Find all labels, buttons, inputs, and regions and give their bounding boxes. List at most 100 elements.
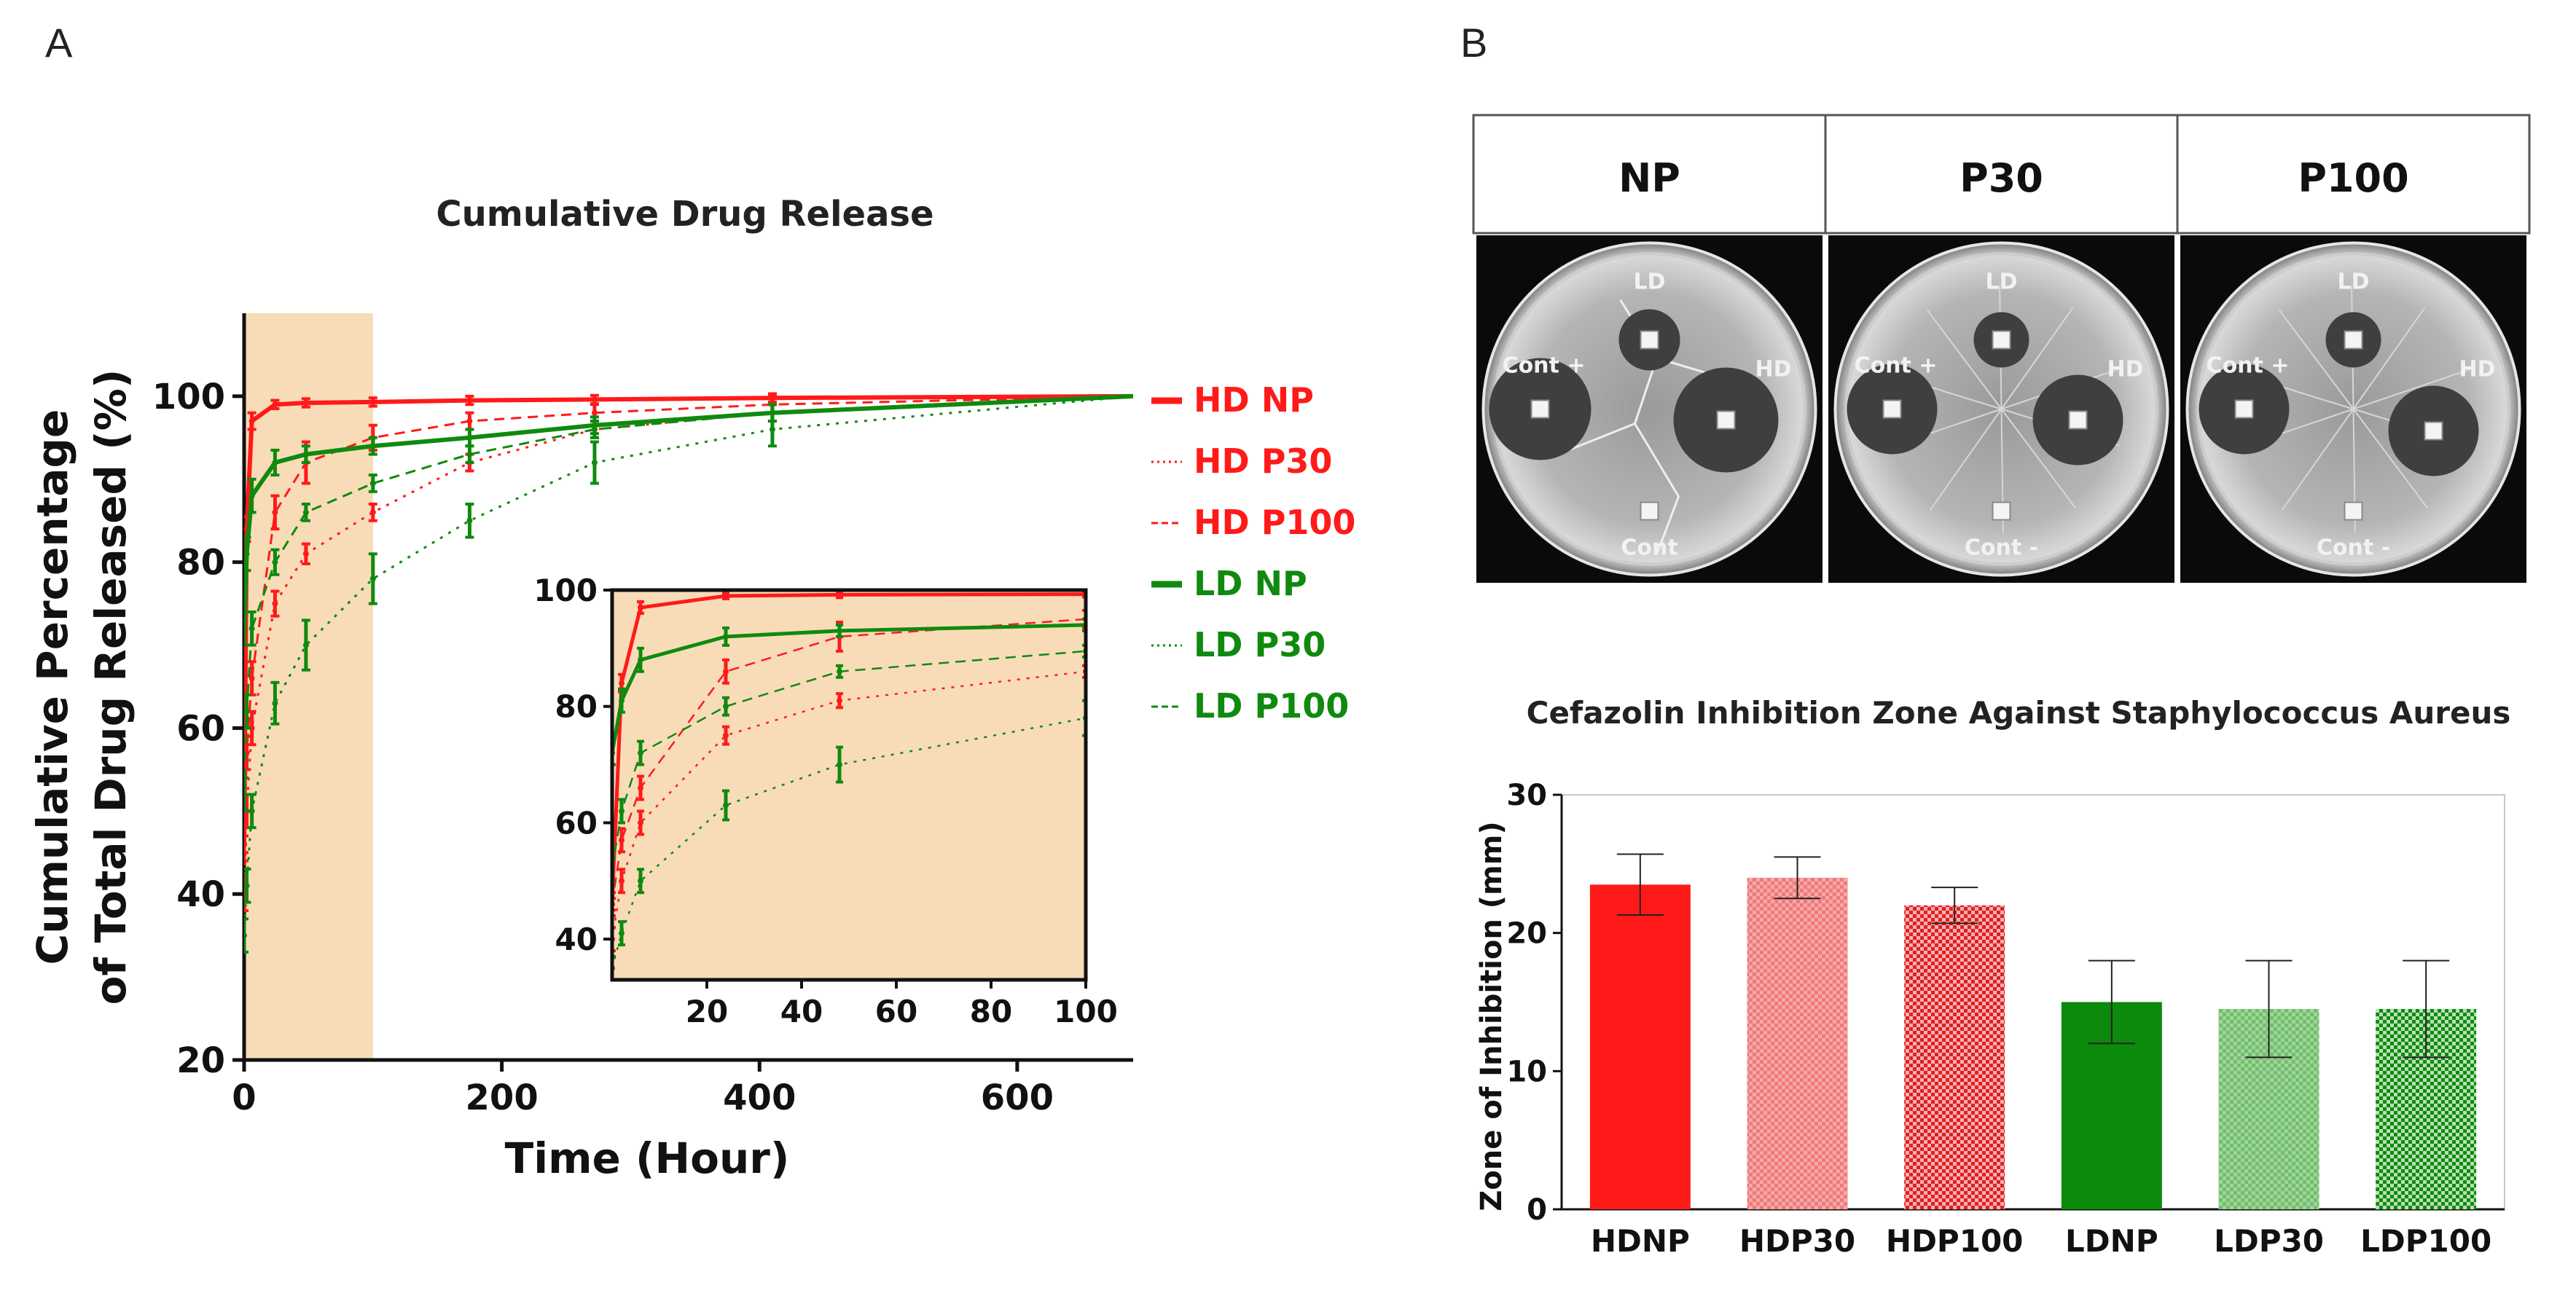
series-line-ld-p100 — [244, 395, 1133, 795]
data-point — [837, 668, 842, 675]
legend-label: LD P30 — [1194, 625, 1326, 664]
bar-hdnp — [1589, 884, 1691, 1209]
series-line-hd-np — [612, 592, 1086, 905]
data-point — [244, 882, 250, 889]
agar-streak — [2000, 307, 2074, 410]
data-point — [466, 451, 473, 457]
agar-streak — [1929, 408, 2003, 511]
plate-label-pos: Cont + — [1855, 353, 1938, 379]
data-point — [723, 703, 729, 710]
data-point — [248, 418, 255, 425]
bar-category-label: HDP100 — [1886, 1223, 2023, 1259]
inhibition-bar-chart: Cefazolin Inhibition Zone Against Staphy… — [1475, 695, 2510, 1259]
disc — [2234, 399, 2254, 419]
line-y-tick-label: 20 — [176, 1040, 225, 1081]
data-point — [638, 878, 643, 884]
data-point — [723, 592, 729, 599]
bar-category-label: LDP30 — [2214, 1223, 2324, 1259]
data-point — [723, 802, 729, 809]
data-point — [591, 460, 598, 466]
inset-x-tick-label: 100 — [1054, 994, 1118, 1029]
data-point — [369, 480, 376, 487]
data-point — [244, 625, 247, 632]
legend-label: LD P100 — [1194, 686, 1349, 726]
data-point — [302, 551, 309, 557]
line-y-tick-label: 100 — [152, 377, 225, 417]
data-point — [619, 680, 625, 686]
data-point — [837, 697, 842, 704]
data-point — [272, 460, 278, 466]
panel-b-letter: B — [1460, 20, 1487, 66]
data-point — [466, 397, 473, 404]
data-point — [272, 401, 278, 408]
data-point — [244, 791, 247, 798]
plate-header-label: P100 — [2298, 155, 2408, 201]
inset-y-tick-label: 100 — [533, 573, 598, 608]
data-point — [272, 509, 278, 516]
data-point — [248, 675, 255, 682]
agar-streak — [2278, 309, 2354, 410]
disc — [1640, 330, 1659, 350]
data-point — [619, 878, 625, 884]
bar-y-axis-label: Zone of Inhibition (mm) — [1475, 821, 1508, 1211]
line-x-tick-label: 600 — [981, 1077, 1054, 1118]
line-x-tick-label: 200 — [466, 1077, 539, 1118]
petri-dish-rim — [2196, 252, 2510, 566]
data-point — [302, 400, 309, 406]
inset-series — [612, 590, 1086, 980]
data-point — [723, 633, 729, 640]
release-line-chart: Cumulative Drug Release 20 40 60 80 100 0 200 4… — [28, 194, 1355, 1183]
legend-label: HD NP — [1194, 380, 1314, 420]
data-point — [638, 656, 643, 663]
data-point — [244, 708, 250, 715]
data-point — [244, 841, 247, 847]
series-line-hd-np — [244, 393, 1133, 844]
disc — [1992, 501, 2011, 521]
bar-hdp100 — [1904, 905, 2005, 1209]
disc — [2344, 501, 2363, 521]
disc — [1882, 399, 1902, 419]
data-point — [369, 443, 376, 449]
legend-label: HD P30 — [1194, 441, 1332, 481]
data-point — [638, 604, 643, 610]
disc — [1530, 399, 1550, 419]
data-point — [591, 409, 598, 416]
bar-y-tick-label: 10 — [1506, 1055, 1547, 1088]
data-point — [302, 509, 309, 516]
data-point — [248, 625, 255, 632]
plate-label-ld: LD — [2337, 270, 2369, 295]
data-point — [619, 697, 625, 704]
plate-header-label: P30 — [1960, 155, 2043, 201]
inset-x-tick-label: 40 — [780, 994, 823, 1029]
data-point — [272, 700, 278, 707]
plate-label-neg: Cont — [1621, 535, 1677, 561]
line-x-tick-label: 400 — [723, 1077, 796, 1118]
agar-streak — [2281, 408, 2354, 511]
data-point — [466, 418, 473, 425]
plate-label-neg: Cont - — [1965, 535, 2038, 561]
plate-label-hd: HD — [1755, 357, 1791, 382]
legend-label: LD NP — [1194, 564, 1307, 603]
line-y-axis-label-2: of Total Drug Released (%) — [86, 369, 136, 1005]
line-y-tick-label: 80 — [176, 543, 225, 584]
data-point — [369, 509, 376, 516]
data-point — [837, 592, 842, 598]
data-point — [638, 785, 643, 791]
data-point — [769, 409, 775, 416]
series-line-ld-np — [244, 393, 1133, 629]
inset-x-tick-label: 60 — [875, 994, 917, 1029]
bar-category-label: HDNP — [1591, 1223, 1690, 1259]
data-point — [369, 398, 376, 405]
plate-label-ld: LD — [1985, 270, 2017, 295]
data-point — [244, 932, 247, 939]
data-point — [723, 732, 729, 739]
data-point — [272, 600, 278, 607]
line-x-tick-label: 0 — [232, 1077, 256, 1118]
data-point — [638, 820, 643, 826]
line-y-axis-label-1: Cumulative Percentage — [28, 409, 77, 965]
data-point — [837, 761, 842, 768]
inset-y-tick-label: 60 — [555, 805, 598, 841]
bar-y-tick-label: 30 — [1506, 779, 1547, 812]
agar-streak — [2352, 408, 2429, 509]
